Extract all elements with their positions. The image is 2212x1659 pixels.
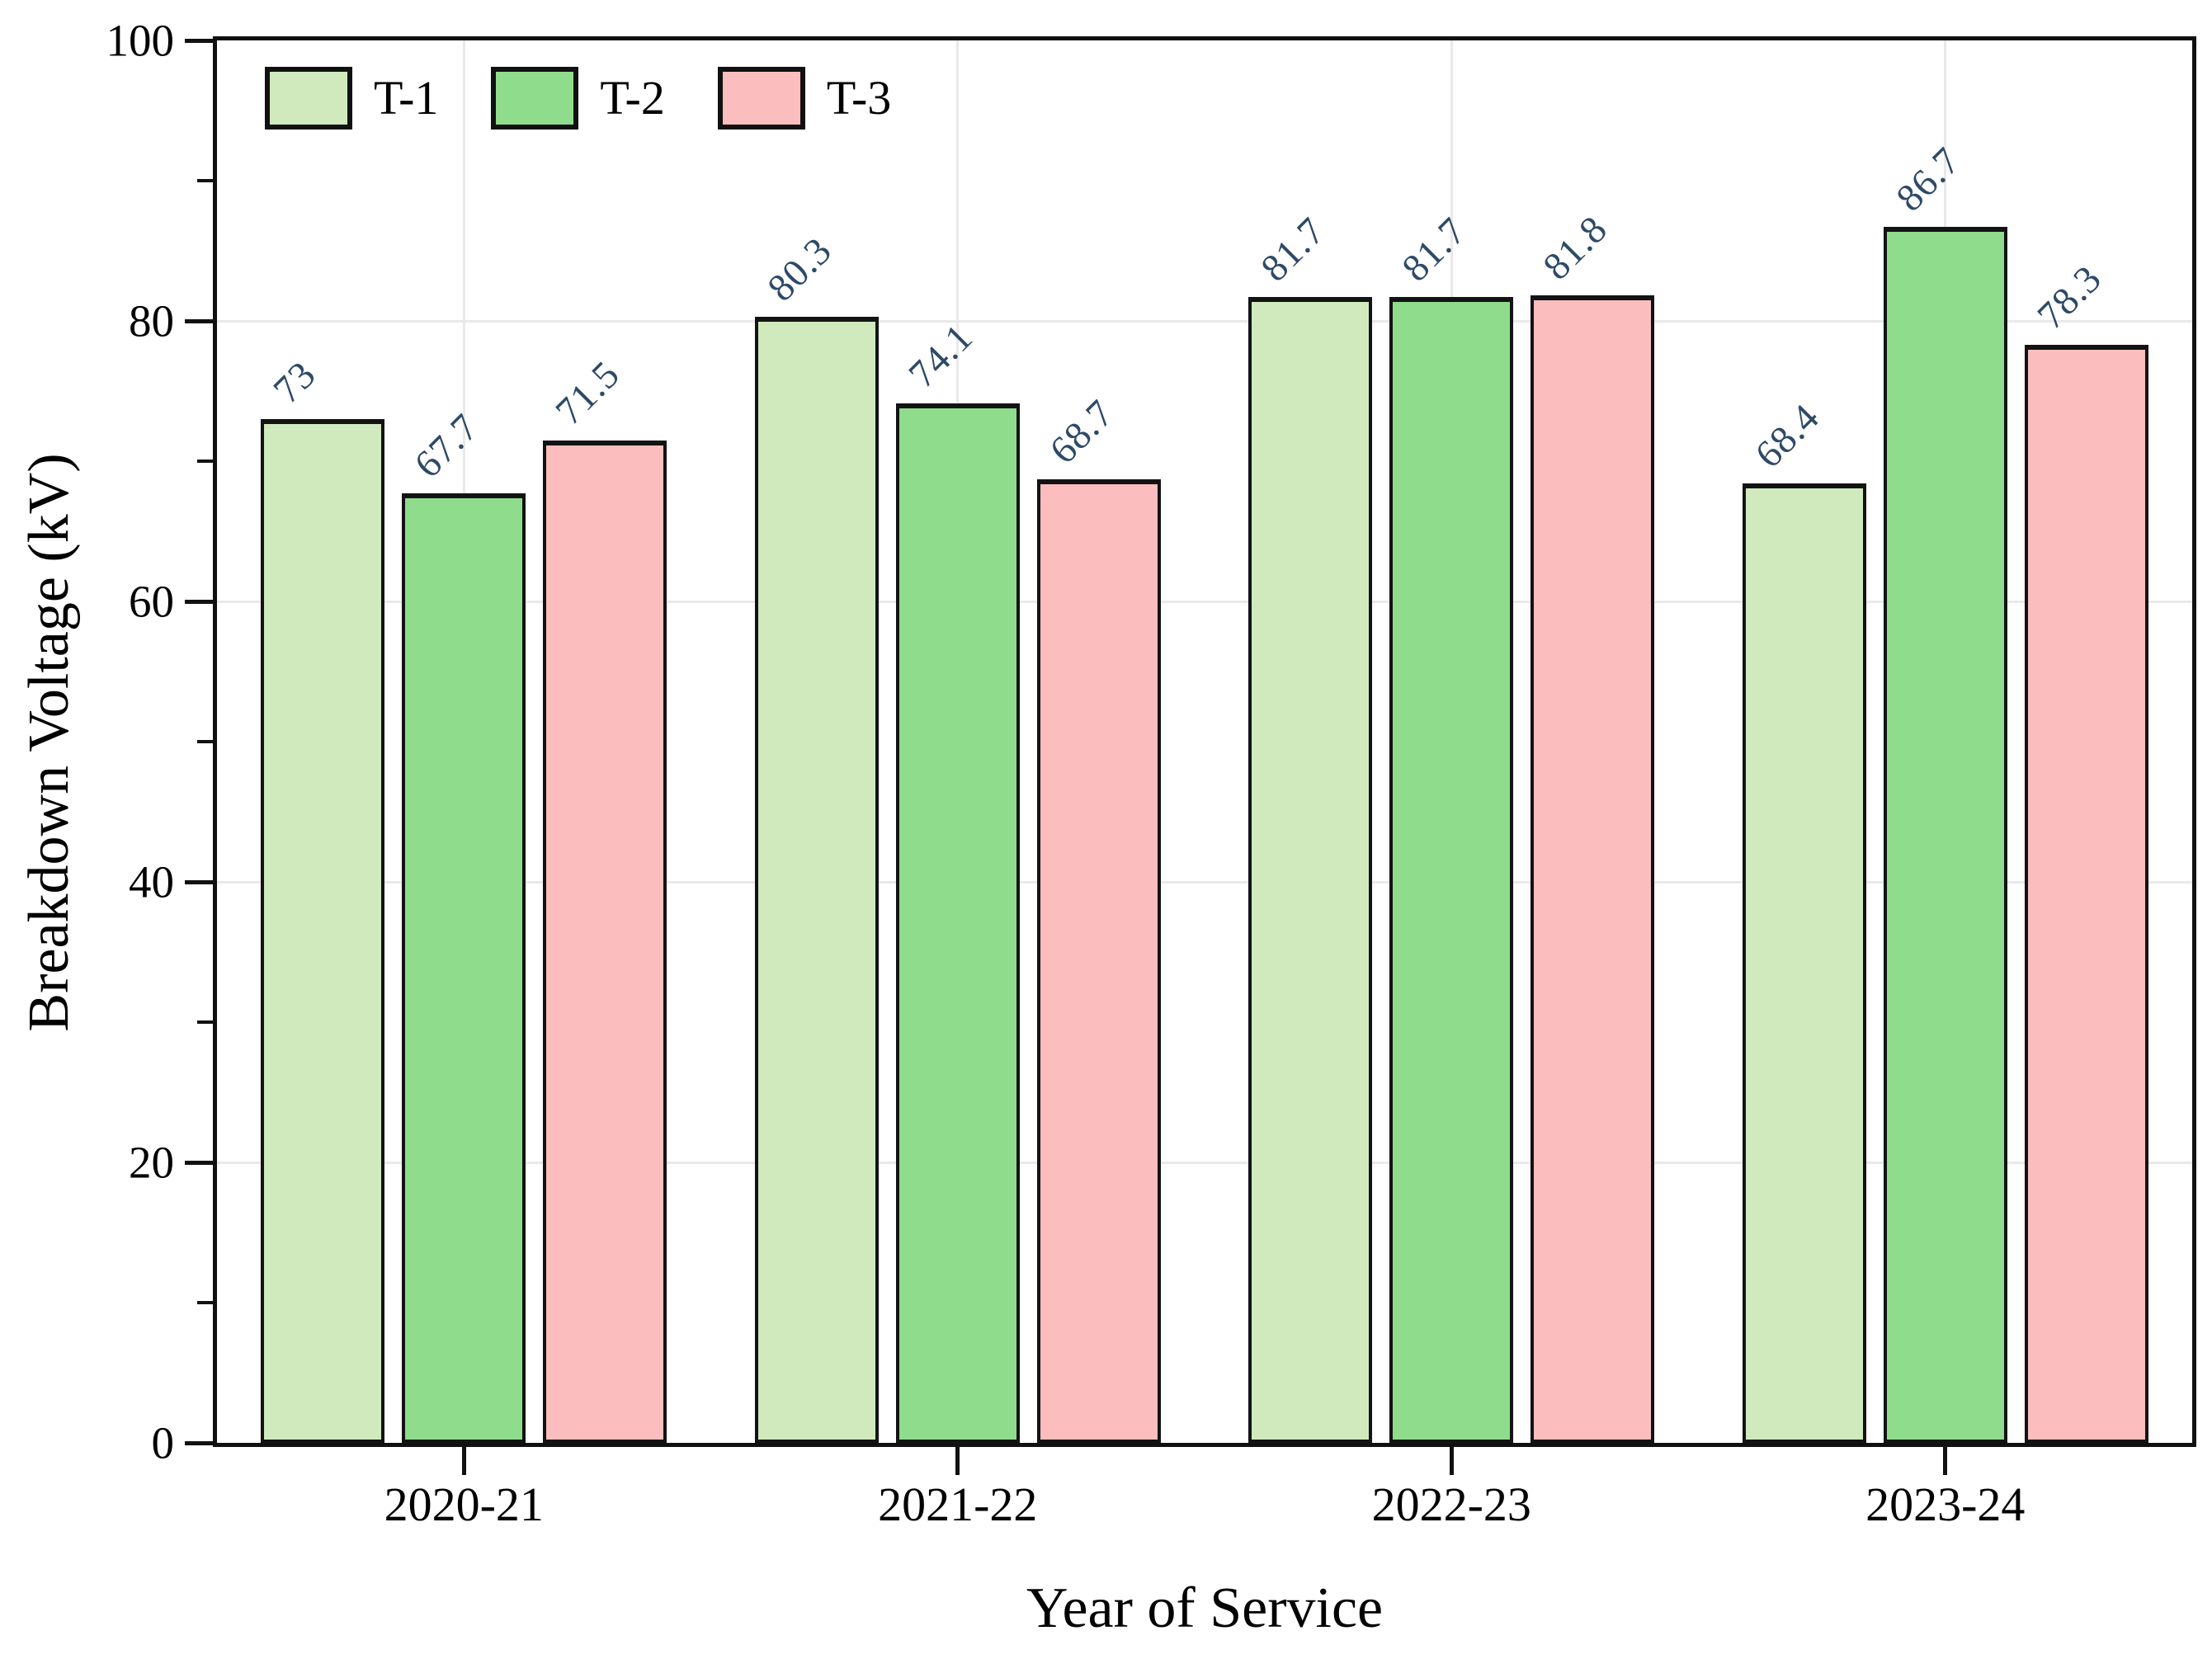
bar-2022-23-T-1: 81.7 [1248,210,1373,1443]
bar-value-label-2022-23-T-1: 81.7 [1252,209,1334,290]
y-tick-label-20: 20 [129,1137,174,1188]
bar-2021-22-T-2: 74.1 [895,316,1020,1443]
y-major-tick-80 [185,318,213,323]
bar-value-label-2023-24-T-1: 68.4 [1747,395,1828,477]
bar-2021-22-T-3: 68.7 [1036,392,1161,1443]
x-major-tick-2021-22 [955,1447,960,1475]
bar-2023-24-T-1: 68.4 [1742,396,1866,1443]
bar-group-2020-21: 73 67.7 71.5 [217,40,711,1443]
bar-value-label-2022-23-T-2: 81.7 [1394,209,1475,290]
y-minor-tick-90 [197,179,213,182]
bar-group-2023-24: 68.4 86.7 78.3 [1699,40,2193,1443]
bar-value-label-2023-24-T-2: 86.7 [1888,139,1969,220]
x-tick-label-2020-21: 2020-21 [384,1478,544,1531]
legend-item-T-1: T-1 [265,67,438,130]
y-major-tick-0 [185,1440,213,1445]
x-major-tick-2020-21 [461,1447,466,1475]
y-major-tick-100 [185,38,213,43]
x-major-tick-2022-23 [1449,1447,1454,1475]
y-minor-tick-10 [197,1301,213,1304]
legend-item-T-2: T-2 [491,67,665,130]
legend-label-T-2: T-2 [600,71,665,125]
h-gridline-40 [217,880,2192,884]
h-gridline-60 [217,600,2192,603]
x-tick-label-2021-22: 2021-22 [878,1478,1038,1531]
bar-value-label-2022-23-T-3: 81.8 [1535,208,1616,289]
y-major-tick-60 [185,599,213,604]
legend: T-1 T-2 T-3 [265,67,891,130]
y-minor-tick-70 [197,460,213,463]
bar-2020-21-T-2: 67.7 [402,406,526,1443]
bar-2021-22-T-1: 80.3 [754,229,879,1443]
bar-group-2022-23: 81.7 81.7 81.8 [1205,40,1699,1443]
plot-area: 73 67.7 71.5 80.3 74.1 68.7 81.7 81.7 81.8 68.4 86… [106,18,2196,1529]
bar-2022-23-T-3: 81.8 [1530,208,1655,1443]
y-minor-tick-50 [197,740,213,743]
y-major-tick-20 [185,1160,213,1165]
bar-value-label-2021-22-T-2: 74.1 [900,315,982,397]
bar-2020-21-T-1: 73 [261,353,385,1443]
h-gridline-20 [217,1161,2192,1164]
y-tick-label-100: 100 [106,15,175,66]
bars-layer: 73 67.7 71.5 80.3 74.1 68.7 81.7 81.7 81.8 68.4 86… [217,40,2192,1443]
legend-label-T-3: T-3 [826,71,892,125]
bar-group-2021-22: 80.3 74.1 68.7 [711,40,1205,1443]
y-tick-label-40: 40 [129,856,174,907]
y-tick-label-0: 0 [151,1417,175,1468]
legend-label-T-1: T-1 [374,71,439,125]
x-major-tick-2023-24 [1943,1447,1948,1475]
x-tick-label-2023-24: 2023-24 [1865,1478,2026,1531]
bar-value-label-2020-21-T-3: 71.5 [547,352,629,433]
y-major-tick-40 [185,879,213,884]
bar-value-label-2021-22-T-3: 68.7 [1041,391,1123,473]
bar-2023-24-T-2: 86.7 [1883,139,2007,1443]
bar-value-label-2021-22-T-1: 80.3 [759,229,841,310]
legend-swatch-T-2 [491,67,579,130]
y-tick-label-80: 80 [129,295,174,346]
bar-value-label-2020-21-T-2: 67.7 [406,405,488,487]
bar-2022-23-T-2: 81.7 [1389,210,1514,1443]
bar-value-label-2020-21-T-1: 73 [265,352,325,412]
legend-swatch-T-1 [265,67,352,130]
legend-item-T-3: T-3 [717,67,892,130]
x-axis-title: Year of Service [1026,1577,1384,1640]
bar-value-label-2023-24-T-3: 78.3 [2029,257,2111,338]
y-minor-tick-30 [197,1020,213,1024]
x-tick-label-2022-23: 2022-23 [1371,1478,1531,1531]
y-axis-title: Breakdown Voltage (kV) [17,453,81,1032]
y-tick-label-60: 60 [129,576,174,627]
bar-2020-21-T-3: 71.5 [543,352,667,1443]
legend-swatch-T-3 [717,67,805,130]
bar-2023-24-T-3: 78.3 [2024,257,2148,1443]
h-gridline-80 [217,319,2192,323]
